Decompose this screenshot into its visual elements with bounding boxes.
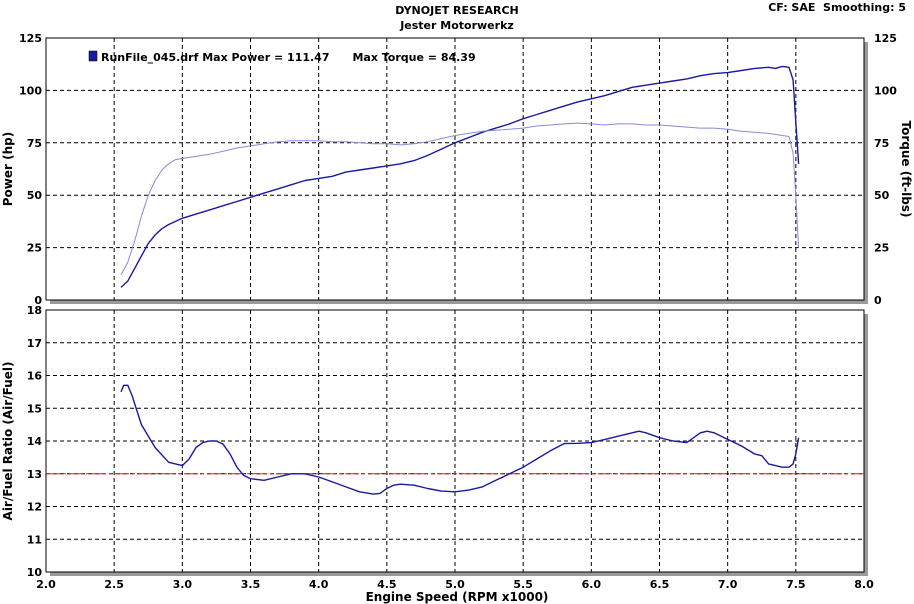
x-tick-label: 4.5 <box>377 578 397 591</box>
y-tick-label: 15 <box>27 402 42 415</box>
series-line-1-0 <box>120 384 800 495</box>
rpm-axis-ticks: 2.0 2.5 3.0 3.5 4.0 4.5 5.0 5.5 6.0 6.5 7.0 7.5 8.0 <box>36 578 874 591</box>
y2-tick-label: 25 <box>874 242 889 255</box>
y-tick-label: 17 <box>27 337 42 350</box>
y-tick-label: 75 <box>27 137 42 150</box>
power-panel <box>45 37 865 301</box>
y2-tick-label: 75 <box>874 137 889 150</box>
y-tick-label: 18 <box>27 304 42 317</box>
y-tick-label: 16 <box>27 370 43 383</box>
y-tick-label: 50 <box>27 189 43 202</box>
y-tick-label: 10 <box>27 566 43 579</box>
x-tick-label: 7.5 <box>786 578 806 591</box>
chart-subtitle: Jester Motorwerkz <box>399 19 514 32</box>
afr-axis-label: Air/Fuel Ratio (Air/Fuel) <box>1 362 15 521</box>
power-axis-ticks: 0 25 50 75 100 125 <box>19 32 42 307</box>
y-tick-label: 100 <box>19 84 42 97</box>
y-tick-label: 14 <box>27 435 43 448</box>
y-tick-label: 125 <box>19 32 42 45</box>
x-tick-label: 5.5 <box>513 578 533 591</box>
x-tick-label: 6.0 <box>582 578 602 591</box>
chart-settings: CF: SAE Smoothing: 5 <box>768 1 906 14</box>
afr-axis-ticks: 10 11 12 13 14 15 16 17 18 <box>27 304 43 579</box>
power-torque-series <box>120 65 800 288</box>
x-tick-label: 7.0 <box>718 578 738 591</box>
y2-tick-label: 0 <box>874 294 882 307</box>
x-tick-label: 2.0 <box>36 578 56 591</box>
x-tick-label: 3.5 <box>241 578 261 591</box>
y2-tick-label: 125 <box>874 32 897 45</box>
legend-entry: RunFile_045.drf Max Power = 111.47 Max T… <box>101 51 476 64</box>
y2-tick-label: 100 <box>874 84 897 97</box>
rpm-axis-label: Engine Speed (RPM x1000) <box>366 590 549 604</box>
y-tick-label: 13 <box>27 468 42 481</box>
series-line-0-0 <box>120 65 800 288</box>
chart-title: DYNOJET RESEARCH <box>395 4 518 17</box>
x-tick-label: 3.0 <box>173 578 193 591</box>
power-axis-label: Power (hp) <box>1 132 15 206</box>
series-line-0-1 <box>120 122 800 276</box>
y-tick-label: 0 <box>34 294 42 307</box>
torque-axis-ticks: 0 25 50 75 100 125 <box>874 32 897 307</box>
x-tick-label: 5.0 <box>445 578 465 591</box>
x-tick-label: 2.5 <box>104 578 124 591</box>
y-tick-label: 25 <box>27 242 42 255</box>
y-tick-label: 12 <box>27 501 42 514</box>
x-tick-label: 6.5 <box>650 578 670 591</box>
torque-axis-label: Torque (ft-lbs) <box>899 121 913 218</box>
legend-swatch <box>88 50 98 62</box>
afr-series <box>120 384 800 495</box>
x-tick-label: 8.0 <box>854 578 874 591</box>
y-tick-label: 11 <box>27 533 42 546</box>
x-tick-label: 4.0 <box>309 578 329 591</box>
y2-tick-label: 50 <box>874 189 890 202</box>
afr-panel-grid <box>46 310 864 572</box>
